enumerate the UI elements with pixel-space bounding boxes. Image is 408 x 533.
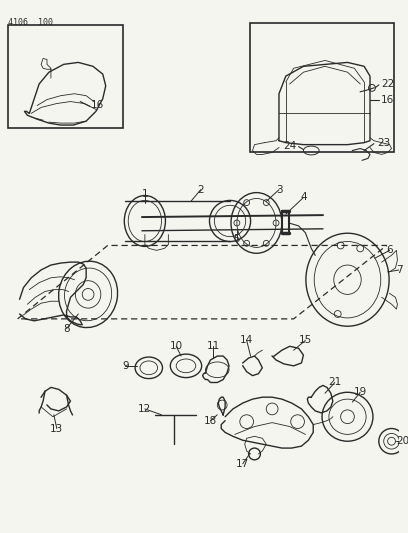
Text: 7: 7	[396, 265, 403, 275]
Text: 13: 13	[50, 424, 63, 433]
Text: 14: 14	[240, 335, 253, 345]
Text: 21: 21	[328, 377, 341, 387]
Text: 6: 6	[386, 245, 393, 255]
Bar	[250, 23, 395, 152]
Text: 12: 12	[138, 404, 151, 414]
Text: 9: 9	[122, 361, 129, 371]
Text: 8: 8	[63, 324, 70, 334]
Text: 18: 18	[204, 416, 217, 426]
Text: 22: 22	[381, 79, 394, 89]
Text: 11: 11	[207, 341, 220, 351]
Bar	[8, 25, 123, 128]
Text: 16: 16	[381, 94, 394, 104]
Text: 16: 16	[91, 101, 104, 110]
Text: 10: 10	[170, 341, 183, 351]
Text: 23: 23	[377, 138, 390, 148]
Text: 2: 2	[197, 184, 204, 195]
Text: 4: 4	[300, 192, 307, 203]
Text: 19: 19	[354, 387, 367, 397]
Text: 17: 17	[236, 459, 249, 469]
Text: 15: 15	[299, 335, 312, 345]
Text: 1: 1	[142, 189, 148, 199]
Text: 4106  100: 4106 100	[8, 18, 53, 27]
Text: 3: 3	[276, 184, 282, 195]
Text: 5: 5	[233, 233, 240, 244]
Text: 24: 24	[283, 141, 296, 151]
Text: 20: 20	[397, 436, 408, 446]
